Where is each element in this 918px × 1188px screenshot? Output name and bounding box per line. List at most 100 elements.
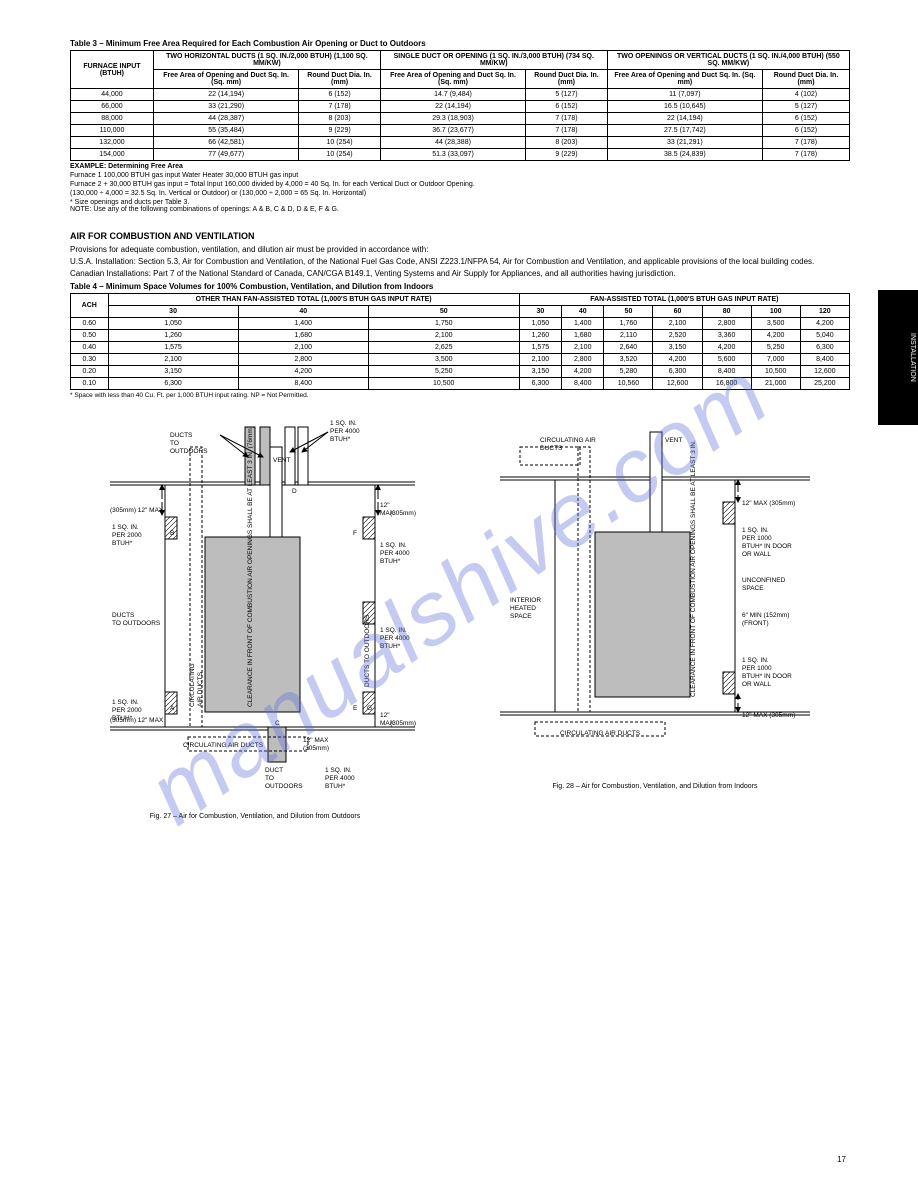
cell: 11 (7,097) (607, 89, 762, 101)
sidebar-tab: INSTALLATION (878, 290, 918, 425)
t3-fn: * Size openings and ducts per Table 3. N… (70, 199, 850, 213)
t3-h-input: FURNACE INPUT (BTUH) (71, 51, 154, 89)
section-p2: U.S.A. Installation: Section 5.3, Air fo… (70, 257, 850, 266)
cell: 1,760 (604, 318, 653, 330)
lbl-circdv: CIRCULATINGAIR DUCTS (189, 663, 204, 707)
lbl-305a: (305mm) 12" MAX (110, 507, 164, 514)
cell: 5 (127) (763, 101, 850, 113)
cell: 6 (152) (299, 89, 380, 101)
t3-h1: TWO HORIZONTAL DUCTS (1 SQ. IN./2,000 BT… (153, 51, 380, 70)
cell: 2,100 (653, 318, 702, 330)
t4h: 40 (238, 306, 368, 318)
cell: 7 (178) (763, 149, 850, 161)
lbl-12m: 12" MAX (305mm) (742, 500, 795, 507)
cell: 1,400 (562, 318, 604, 330)
t3-h3: TWO OPENINGS OR VERTICAL DUCTS (1 SQ. IN… (607, 51, 849, 70)
cell: 132,000 (71, 137, 154, 149)
t4h: 30 (108, 306, 238, 318)
section-heading: AIR FOR COMBUSTION AND VENTILATION (70, 231, 850, 241)
cell: 0.60 (71, 318, 109, 330)
cell: 7 (178) (299, 101, 380, 113)
cell: 6 (152) (763, 113, 850, 125)
t4h: 100 (751, 306, 800, 318)
cell: 27.5 (17,742) (607, 125, 762, 137)
cell: 4,200 (800, 318, 849, 330)
cell: 3,150 (653, 342, 702, 354)
cell: 55 (35,484) (153, 125, 298, 137)
cell: 1,575 (519, 342, 561, 354)
t4h: 50 (604, 306, 653, 318)
t4h: 40 (562, 306, 604, 318)
cell: 33 (21,291) (607, 137, 762, 149)
cell: 1,400 (238, 318, 368, 330)
lbl-interior: INTERIORHEATEDSPACE (510, 597, 541, 620)
t3-ex1: Furnace 1 100,000 BTUH gas input Water H… (70, 172, 850, 179)
cell: 10,560 (604, 378, 653, 390)
t3-ex3: (130,000 ÷ 4,000 = 32.5 Sq. In. Vertical… (70, 190, 850, 197)
cell: 6,300 (653, 366, 702, 378)
marker-G: G (367, 705, 372, 712)
lbl-circ: CIRCULATING AIR DUCTS (183, 742, 264, 749)
section-p1: Provisions for adequate combustion, vent… (70, 245, 850, 254)
cell: 12,600 (653, 378, 702, 390)
cell: 3,500 (368, 354, 519, 366)
svg-text:(305mm): (305mm) (390, 720, 416, 727)
t4h: 50 (368, 306, 519, 318)
lbl-comb2: CLEARANCE IN FRONT OF COMBUSTION AIR OPE… (690, 440, 697, 697)
marker-F: F (353, 530, 357, 537)
cell: 5,600 (702, 354, 751, 366)
lbl-4000: 1 SQ. IN.PER 4000BTUH* (330, 420, 360, 443)
cell: 2,100 (368, 330, 519, 342)
table-row: 0.401,5752,1002,6251,5752,1002,6403,1504… (71, 342, 850, 354)
svg-text:(305mm): (305mm) (303, 745, 329, 752)
cell: 7 (178) (526, 125, 607, 137)
cell: 88,000 (71, 113, 154, 125)
cell: 10,500 (368, 378, 519, 390)
section-p3: Canadian Installations: Part 7 of the Na… (70, 269, 850, 278)
fig28-caption: Fig. 28 – Air for Combustion, Ventilatio… (480, 783, 830, 790)
cell: 0.50 (71, 330, 109, 342)
cell: 3,150 (108, 366, 238, 378)
fig27-svg: DUCTSTOOUTDOORS 1 SQ. IN.PER 4000BTUH* 1… (70, 407, 440, 807)
lbl-1000b: 1 SQ. IN.PER 1000BTUH* IN DOOROR WALL (742, 657, 792, 688)
cell: 9 (229) (299, 125, 380, 137)
table-row: 0.106,3008,40010,5006,3008,40010,56012,6… (71, 378, 850, 390)
t3-h2: SINGLE DUCT OR OPENING (1 SQ. IN./3,000 … (380, 51, 607, 70)
table-row: 0.302,1002,8003,5002,1002,8003,5204,2005… (71, 354, 850, 366)
cell: 1,680 (562, 330, 604, 342)
cell: 6 (152) (526, 101, 607, 113)
cell: 5,040 (800, 330, 849, 342)
cell: 51.3 (33,097) (380, 149, 525, 161)
lbl-4000d: 1 SQ. IN.PER 4000BTUH* (325, 767, 355, 790)
cell: 6,300 (519, 378, 561, 390)
cell: 2,800 (562, 354, 604, 366)
cell: 8,400 (702, 366, 751, 378)
cell: 2,100 (519, 354, 561, 366)
marker-A: A (170, 705, 175, 712)
t4h: 80 (702, 306, 751, 318)
cell: 25,200 (800, 378, 849, 390)
lbl-ducts-out2: DUCTSTO OUTDOORS (112, 612, 161, 627)
table-row: 66,00033 (21,290)7 (178)22 (14,194)6 (15… (71, 101, 850, 113)
cell: 36.7 (23,677) (380, 125, 525, 137)
lbl-vent: VENT (273, 457, 290, 464)
cell: 4,200 (562, 366, 604, 378)
lbl-4000b: 1 SQ. IN.PER 4000BTUH* (380, 542, 410, 565)
cell: 22 (14,194) (380, 101, 525, 113)
cell: 44 (28,387) (153, 113, 298, 125)
cell: 0.30 (71, 354, 109, 366)
cell: 8 (203) (526, 137, 607, 149)
cell: 1,575 (108, 342, 238, 354)
cell: 7,000 (751, 354, 800, 366)
t3-example-title: EXAMPLE: Determining Free Area (70, 163, 850, 170)
cell: 5,280 (604, 366, 653, 378)
cell: 2,520 (653, 330, 702, 342)
cell: 1,260 (519, 330, 561, 342)
lbl-ducts-out: DUCTSTOOUTDOORS (170, 432, 208, 455)
marker-C: C (275, 720, 280, 727)
cell: 10 (254) (299, 149, 380, 161)
fig27: DUCTSTOOUTDOORS 1 SQ. IN.PER 4000BTUH* 1… (70, 407, 440, 820)
cell: 1,050 (108, 318, 238, 330)
cell: 3,520 (604, 354, 653, 366)
cell: 8,400 (238, 378, 368, 390)
